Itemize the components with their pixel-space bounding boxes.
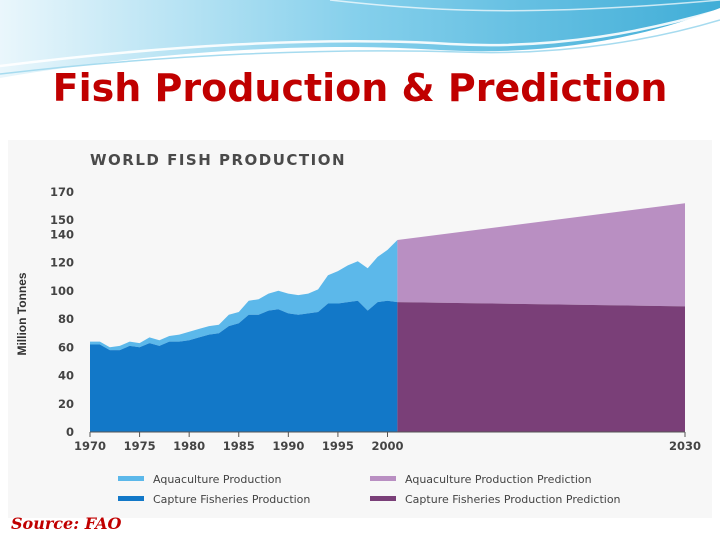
legend-item: Capture Fisheries Production	[118, 493, 310, 506]
source-note: Source: FAO	[11, 514, 122, 533]
legend-swatch	[118, 476, 144, 481]
x-tick-label: 1985	[223, 439, 255, 453]
x-tick-labels: 1970 1975 1980 1985 1990 1995 2000 2030	[74, 439, 701, 453]
slide-title: Fish Production & Prediction	[52, 66, 668, 110]
y-axis-label: Million Tonnes	[15, 272, 29, 355]
header-wave-line	[0, 8, 720, 68]
aquaculture-production-area	[90, 240, 398, 351]
legend-label: Capture Fisheries Production Prediction	[405, 493, 621, 506]
y-tick-label: 120	[50, 256, 74, 270]
y-tick-label: 40	[58, 369, 74, 383]
y-tick-label: 0	[66, 425, 74, 439]
chart-legend: Aquaculture Production Aquaculture Produc…	[118, 473, 621, 506]
x-tick-label: 1980	[173, 439, 205, 453]
y-tick-label: 20	[58, 397, 74, 411]
y-tick-label: 150	[50, 213, 74, 227]
legend-label: Aquaculture Production	[153, 473, 281, 486]
legend-item: Aquaculture Production	[118, 473, 281, 486]
capture-fisheries-production-area	[90, 300, 398, 432]
y-tick-label: 60	[58, 340, 74, 354]
chart-title: WORLD FISH PRODUCTION	[90, 151, 346, 169]
y-tick-label: 140	[50, 227, 74, 241]
legend-item: Capture Fisheries Production Prediction	[370, 493, 621, 506]
aquaculture-production-prediction-area	[397, 203, 685, 307]
legend-label: Aquaculture Production Prediction	[405, 473, 592, 486]
legend-label: Capture Fisheries Production	[153, 493, 310, 506]
header-wave-shape	[0, 0, 720, 78]
legend-item: Aquaculture Production Prediction	[370, 473, 592, 486]
x-tick-label: 2030	[669, 439, 701, 453]
x-tick-label: 1990	[272, 439, 304, 453]
chart-areas	[90, 203, 685, 432]
chart-panel: WORLD FISH PRODUCTION Million Tonnes 0 20…	[8, 140, 712, 518]
world-fish-production-chart: WORLD FISH PRODUCTION Million Tonnes 0 20…	[15, 151, 701, 506]
chart-axes	[89, 431, 686, 437]
x-tick-label: 1970	[74, 439, 106, 453]
y-tick-label: 170	[50, 185, 74, 199]
x-tick-label: 1995	[322, 439, 354, 453]
y-tick-label: 100	[50, 284, 74, 298]
header-wave-highlight	[329, 0, 720, 12]
legend-swatch	[370, 476, 396, 481]
x-tick-label: 2000	[371, 439, 403, 453]
y-tick-label: 80	[58, 312, 74, 326]
header-wave-banner	[0, 0, 720, 78]
x-tick-label: 1975	[124, 439, 156, 453]
header-wave-line-2	[0, 19, 720, 75]
legend-swatch	[118, 496, 144, 501]
legend-swatch	[370, 496, 396, 501]
capture-fisheries-production-prediction-area	[397, 302, 685, 432]
